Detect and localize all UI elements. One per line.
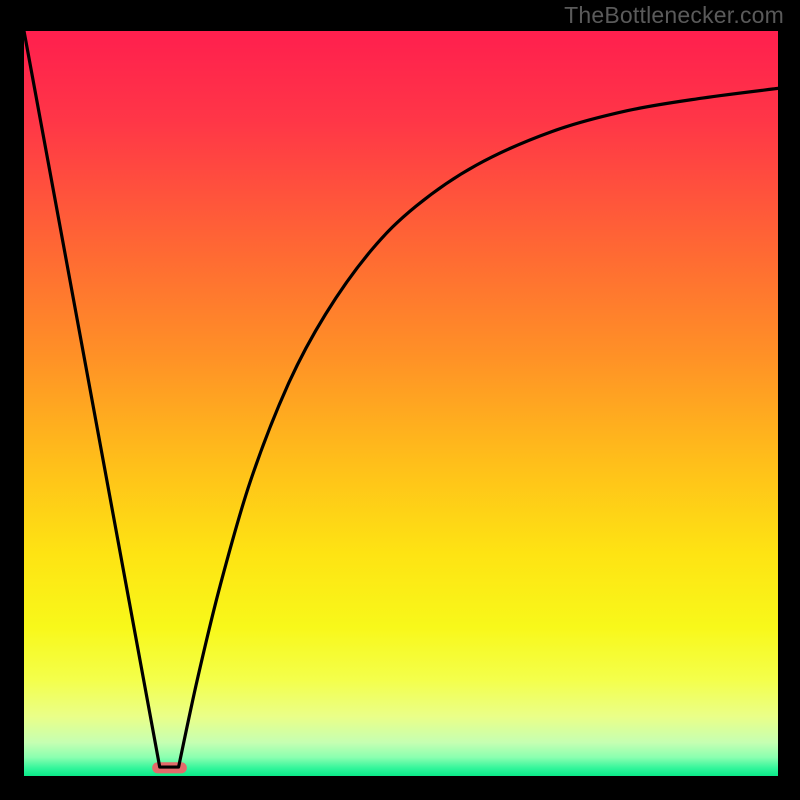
chart-frame: TheBottlenecker.com (0, 0, 800, 800)
watermark-text: TheBottlenecker.com (564, 2, 784, 29)
gradient-background (24, 31, 778, 776)
gradient-chart (24, 31, 778, 776)
plot-area (24, 31, 778, 776)
